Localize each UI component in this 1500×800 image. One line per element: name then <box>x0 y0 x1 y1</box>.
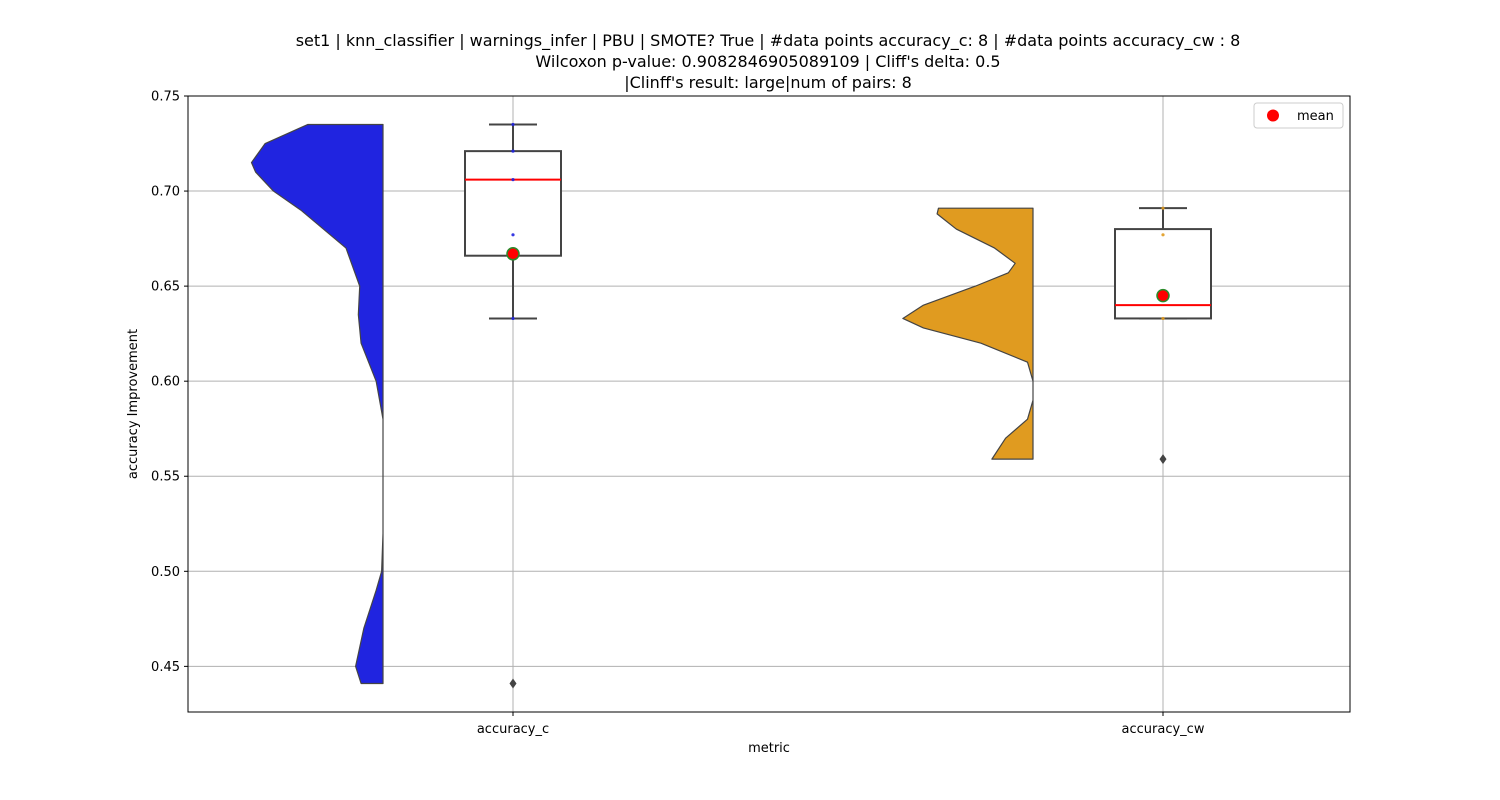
x-tick-label: accuracy_cw <box>1122 722 1205 737</box>
violin-accuracy_cw <box>902 207 1034 460</box>
outlier-point <box>1159 454 1167 465</box>
legend-mean-marker <box>1267 109 1279 122</box>
violin-accuracy_c <box>250 123 384 685</box>
data-point <box>511 316 515 321</box>
data-point <box>1161 233 1165 237</box>
y-tick-label: 0.50 <box>151 565 180 580</box>
box-iqr <box>464 150 562 257</box>
data-point <box>511 122 515 127</box>
box-iqr <box>1114 228 1212 320</box>
y-tick-label: 0.60 <box>151 375 180 390</box>
axes: 0.45 0.50 0.55 0.60 0.65 0.70 0.75 accuracy_c ac… <box>151 90 1205 738</box>
legend: mean <box>1253 102 1344 129</box>
y-tick-label: 0.55 <box>151 470 180 485</box>
data-point <box>511 178 515 182</box>
y-tick-label: 0.65 <box>151 280 180 295</box>
data-point <box>511 149 515 153</box>
data-point <box>511 233 515 237</box>
y-tick-label: 0.75 <box>151 90 180 105</box>
data-point <box>1161 316 1165 321</box>
outlier-point <box>509 678 517 689</box>
chart-title-line-1: set1 | knn_classifier | warnings_infer |… <box>296 31 1241 51</box>
boxplot-accuracy_cw <box>1114 206 1212 465</box>
y-tick-label: 0.45 <box>151 660 180 675</box>
data-point <box>1161 206 1165 210</box>
boxplot-accuracy_c <box>464 122 562 689</box>
plot-area-frame <box>187 95 1351 713</box>
y-tick-label: 0.70 <box>151 185 180 200</box>
legend-box <box>1253 102 1344 129</box>
y-axis-label: accuracy Improvement <box>126 329 141 479</box>
x-axis-label: metric <box>748 741 790 756</box>
mean-marker <box>1156 288 1170 303</box>
x-tick-label: accuracy_c <box>477 722 549 737</box>
violins <box>250 123 1034 685</box>
chart-title-line-2: Wilcoxon p-value: 0.9082846905089109 | C… <box>535 52 1000 71</box>
chart-title-line-3: |Clinff's result: large|num of pairs: 8 <box>624 73 912 92</box>
mean-marker <box>506 247 520 261</box>
boxplots <box>464 122 1212 689</box>
legend-mean-label: mean <box>1297 109 1334 124</box>
